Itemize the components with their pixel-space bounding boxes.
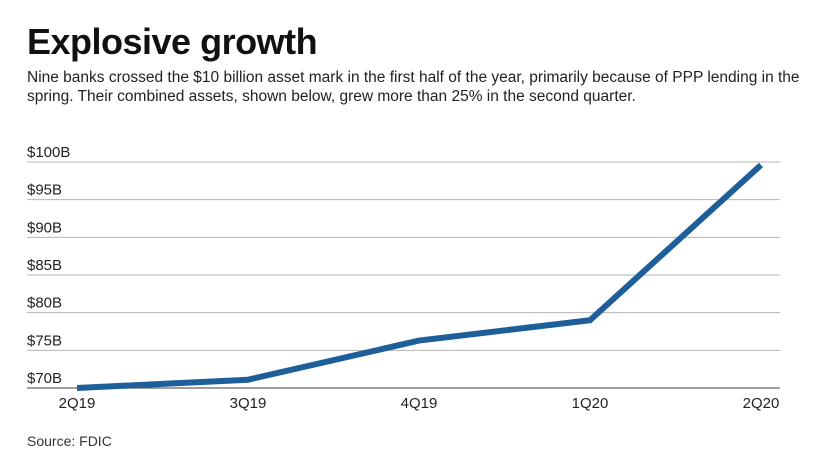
x-tick-label: 4Q19: [401, 395, 438, 412]
y-tick-label: $70B: [27, 370, 62, 387]
y-axis-tick-labels: $100B $95B $90B $85B $80B $75B $70B: [27, 144, 70, 387]
x-tick-label: 1Q20: [572, 395, 609, 412]
x-tick-label: 2Q20: [743, 395, 780, 412]
y-tick-label: $90B: [27, 219, 62, 236]
chart-title: Explosive growth: [27, 21, 318, 62]
y-tick-label: $75B: [27, 332, 62, 349]
series-group: [76, 162, 764, 391]
y-tick-label: $80B: [27, 295, 62, 312]
y-tick-label: $95B: [27, 182, 62, 199]
x-axis-tick-labels: 2Q19 3Q19 4Q19 1Q20 2Q20: [59, 395, 780, 412]
x-tick-label: 2Q19: [59, 395, 96, 412]
x-tick-label: 3Q19: [230, 395, 267, 412]
y-tick-label: $85B: [27, 257, 62, 274]
series-line: [76, 162, 764, 391]
y-tick-label: $100B: [27, 144, 70, 161]
chart-subtitle: Nine banks crossed the $10 billion asset…: [27, 69, 800, 105]
gridlines: [27, 161, 780, 389]
source-note: Source: FDIC: [27, 433, 112, 449]
